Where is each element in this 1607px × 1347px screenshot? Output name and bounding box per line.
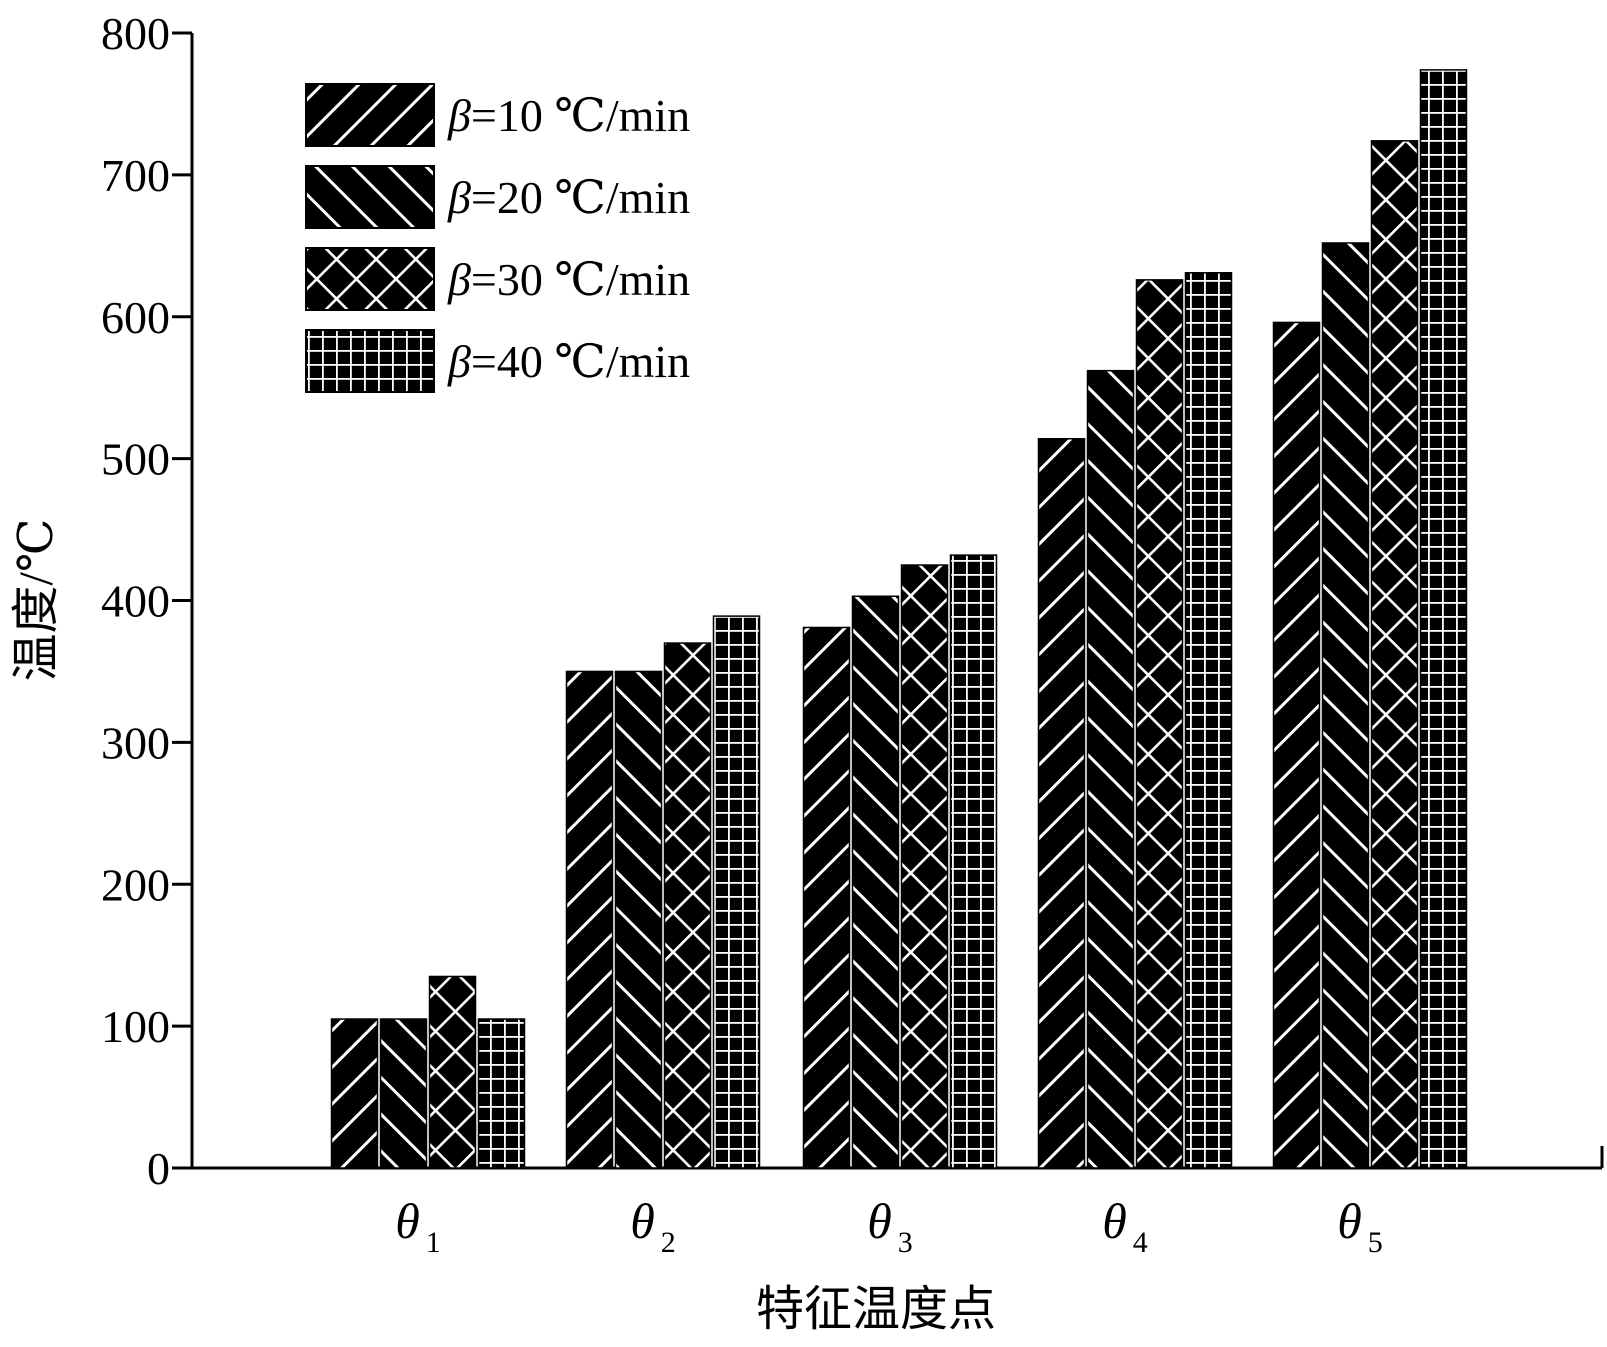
bar-3-2: [851, 595, 900, 1169]
bar-1-1: [330, 1018, 379, 1169]
legend-label-2: β=20 ℃/min: [447, 172, 690, 223]
legend: β=10 ℃/min β=20 ℃/min β=30 ℃/min β=40 ℃/min: [305, 83, 690, 393]
legend-label-3: β=30 ℃/min: [447, 254, 690, 305]
legend-swatch-1: [305, 83, 435, 147]
bar-1-2: [379, 1018, 428, 1169]
bar-5-4: [1419, 69, 1468, 1169]
y-tick-label: 400: [101, 576, 170, 627]
legend-swatch-4: [305, 329, 435, 393]
y-tick-label: 500: [101, 434, 170, 485]
y-tick-label: 200: [101, 859, 170, 910]
bar-4-3: [1135, 279, 1184, 1169]
legend-label-1: β=10 ℃/min: [447, 90, 690, 141]
bar-4-1: [1037, 438, 1086, 1169]
bar-3-1: [802, 626, 851, 1169]
bar-3-3: [900, 564, 949, 1169]
y-tick-label: 600: [101, 292, 170, 343]
y-tick-label: 0: [147, 1143, 170, 1194]
bar-2-2: [614, 670, 663, 1169]
y-tick-label: 700: [101, 150, 170, 201]
legend-label-4: β=40 ℃/min: [447, 336, 690, 387]
bar-5-3: [1370, 140, 1419, 1169]
bar-5-1: [1272, 321, 1321, 1169]
y-tick-label: 300: [101, 717, 170, 768]
bar-3-4: [949, 554, 998, 1169]
bar-2-3: [663, 642, 712, 1169]
bar-4-4: [1184, 272, 1233, 1169]
bar-1-3: [428, 975, 477, 1169]
x-axis-title: 特征温度点: [756, 1283, 996, 1336]
bar-1-4: [477, 1018, 526, 1169]
bar-5-2: [1321, 242, 1370, 1169]
y-axis-title: 温度/℃: [10, 518, 63, 681]
legend-swatch-2: [305, 165, 435, 229]
y-tick-label: 800: [101, 8, 170, 59]
legend-swatch-3: [305, 247, 435, 311]
bar-2-1: [565, 670, 614, 1169]
y-tick-label: 100: [101, 1001, 170, 1052]
bar-4-2: [1086, 369, 1135, 1169]
bar-2-4: [712, 615, 761, 1169]
